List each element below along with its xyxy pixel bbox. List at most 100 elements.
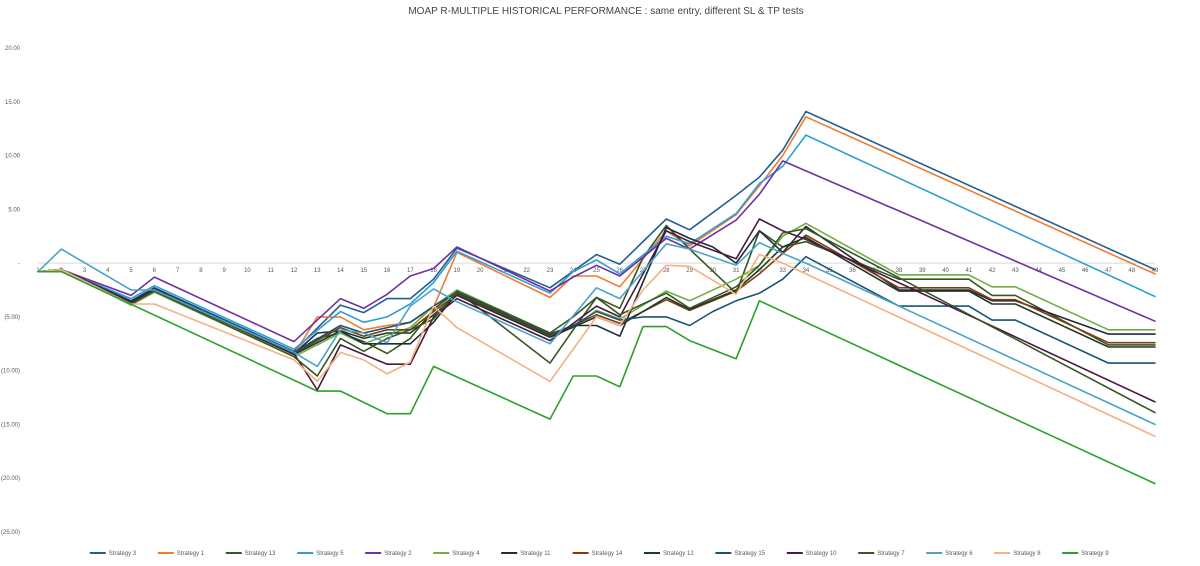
series-line-10	[37, 255, 1156, 364]
legend-item: Strategy 7	[858, 551, 905, 557]
x-tick-label: 32	[756, 268, 763, 274]
x-tick-label: 23	[547, 268, 554, 274]
legend-label: Strategy 5	[316, 551, 344, 557]
x-tick-label: 41	[965, 268, 972, 274]
x-tick-label: 29	[686, 268, 693, 274]
legend-item: Strategy 2	[365, 551, 412, 557]
legend-item: Strategy 15	[715, 551, 766, 557]
legend-label: Strategy 3	[109, 551, 137, 557]
legend-label: Strategy 7	[877, 551, 905, 557]
y-tick-label: 15.00	[5, 100, 21, 106]
y-tick-label: 10.00	[5, 154, 21, 160]
series-layer	[37, 110, 1156, 485]
x-tick-label: 36	[849, 268, 856, 274]
legend-label: Strategy 15	[734, 551, 765, 557]
x-tick-label: 47	[1105, 268, 1112, 274]
x-tick-label: 26	[616, 268, 623, 274]
x-tick-label: 14	[337, 268, 344, 274]
series-line-2	[37, 116, 1156, 356]
y-tick-label: (10.00)	[1, 369, 20, 375]
x-tick-label: 38	[896, 268, 903, 274]
series-line-15	[37, 270, 1156, 485]
x-tick-label: 33	[779, 268, 786, 274]
x-tick-label: 31	[733, 268, 740, 274]
chart-title: MOAP R-MULTIPLE HISTORICAL PERFORMANCE :…	[408, 6, 803, 17]
x-tick-label: 34	[803, 268, 810, 274]
x-tick-label: 19	[454, 268, 461, 274]
legend-item: Strategy 10	[786, 551, 837, 557]
y-tick-label: 20.00	[5, 46, 21, 52]
x-tick-label: 21	[500, 268, 507, 274]
legend-item: Strategy 5	[297, 551, 344, 557]
series-line-4	[37, 134, 1156, 350]
x-tick-label: 45	[1059, 268, 1066, 274]
legend-item: Strategy 12	[644, 551, 694, 557]
x-tick-label: 28	[663, 268, 670, 274]
legend-item: Strategy 8	[994, 551, 1041, 557]
x-tick-label: 46	[1082, 268, 1089, 274]
legend-label: Strategy 1	[177, 551, 205, 557]
series-line-14	[37, 253, 1156, 438]
series-line-3	[37, 224, 1156, 364]
x-tick-label: 49	[1152, 268, 1159, 274]
axis-layer: 20.00 15.00 10.00 5.00 - (5.00) (10.00) (15.00)…	[1, 46, 1159, 536]
series-line-13	[37, 241, 1156, 426]
x-tick-label: 10	[244, 268, 251, 274]
series-line-12	[37, 227, 1156, 414]
y-tick-label: (20.00)	[1, 476, 20, 482]
x-tick-label: 16	[384, 268, 391, 274]
x-tick-label: 18	[430, 268, 437, 274]
x-tick-label: 17	[407, 268, 414, 274]
series-line-6	[37, 222, 1156, 358]
legend-item: Strategy 3	[89, 551, 137, 557]
x-tick-label: 22	[523, 268, 530, 274]
legend: Strategy 3 Strategy 1 Strategy 13 Strategy …	[89, 551, 1109, 557]
x-tick-label: 39	[919, 268, 926, 274]
x-tick-label: 25	[593, 268, 600, 274]
y-tick-label: 5.00	[8, 207, 20, 213]
legend-item: Strategy 13	[225, 551, 276, 557]
x-tick-label: 8	[199, 268, 203, 274]
y-tick-label: -	[18, 261, 20, 267]
x-tick-label: 4	[106, 268, 110, 274]
x-tick-label: 13	[314, 268, 321, 274]
legend-item: Strategy 6	[926, 551, 973, 557]
y-tick-label: (5.00)	[4, 315, 20, 321]
legend-label: Strategy 11	[520, 551, 551, 557]
legend-label: Strategy 9	[1081, 551, 1109, 557]
x-tick-label: 9	[222, 268, 226, 274]
legend-label: Strategy 10	[806, 551, 837, 557]
legend-item: Strategy 14	[572, 551, 623, 557]
x-tick-label: 42	[989, 268, 996, 274]
x-tick-label: 15	[360, 268, 367, 274]
legend-item: Strategy 4	[433, 551, 480, 557]
legend-label: Strategy 8	[1013, 551, 1041, 557]
x-tick-label: 11	[268, 268, 275, 274]
legend-item: Strategy 9	[1062, 551, 1109, 557]
x-tick-label: 37	[872, 268, 879, 274]
x-tick-label: 35	[826, 268, 833, 274]
legend-item: Strategy 11	[501, 551, 551, 557]
x-tick-label: 3	[83, 268, 87, 274]
legend-label: Strategy 4	[452, 551, 480, 557]
x-tick-label: 12	[291, 268, 298, 274]
legend-label: Strategy 2	[384, 551, 412, 557]
x-tick-label: 7	[176, 268, 180, 274]
x-tick-label: 6	[153, 268, 157, 274]
x-tick-label: 40	[942, 268, 949, 274]
x-tick-label: 5	[129, 268, 133, 274]
series-line-7	[37, 225, 1156, 355]
x-tick-label: 20	[477, 268, 484, 274]
legend-item: Strategy 1	[157, 551, 205, 557]
legend-label: Strategy 13	[245, 551, 276, 557]
series-line-8	[37, 234, 1156, 355]
legend-label: Strategy 12	[663, 551, 694, 557]
legend-label: Strategy 14	[592, 551, 623, 557]
y-tick-label: (25.00)	[1, 530, 20, 536]
x-tick-label: 43	[1012, 268, 1019, 274]
series-line-5	[37, 160, 1156, 343]
legend-label: Strategy 6	[945, 551, 973, 557]
x-tick-label: 48	[1128, 268, 1135, 274]
